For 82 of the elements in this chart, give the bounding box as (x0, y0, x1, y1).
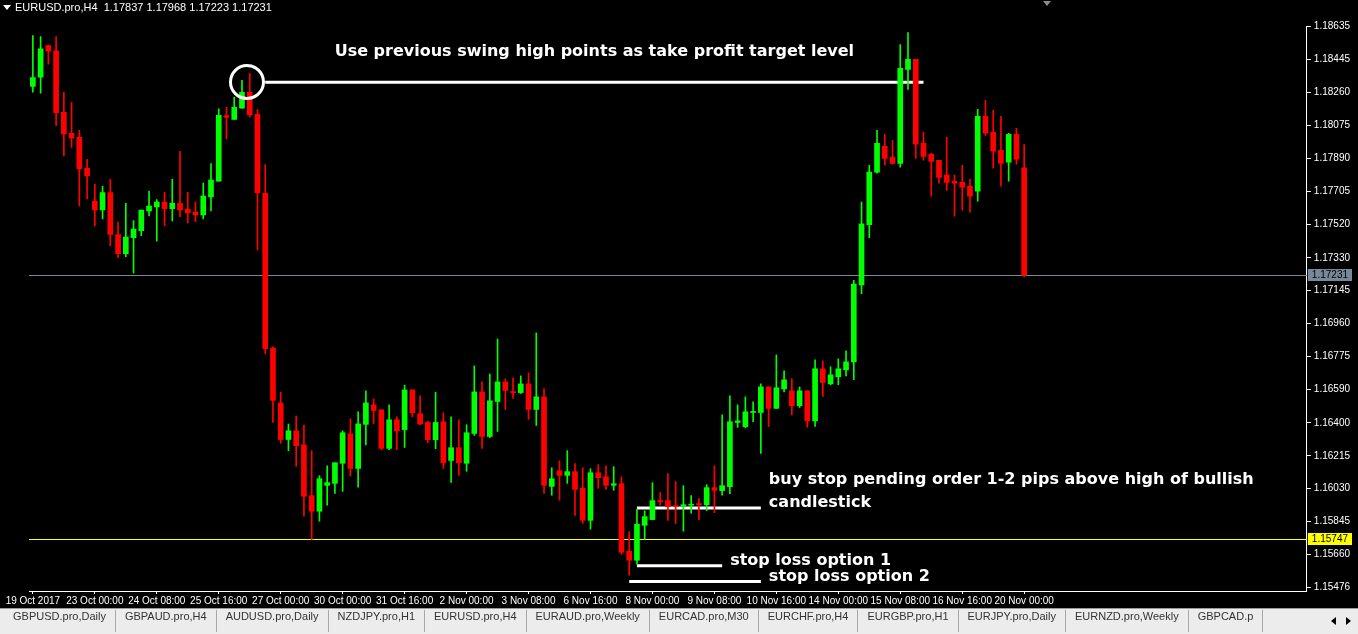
x-tick-label: 9 Nov 08:00 (687, 594, 742, 606)
y-tick-label: 1.16400 (1313, 416, 1351, 428)
y-tick-label: 1.16030 (1313, 482, 1351, 494)
y-tick-label: 1.16215 (1313, 449, 1351, 461)
text: EURNZD.pro,Weekly (1065, 610, 1189, 632)
text: GBPCAD.p (1188, 610, 1264, 632)
x-tick-label: 8 Nov 00:00 (625, 594, 680, 606)
candlestick (610, 466, 617, 491)
y-tick-label: 1.18075 (1313, 119, 1351, 131)
y-tick-label: 1.15476 (1313, 580, 1351, 592)
x-tick-label: 15 Nov 08:00 (870, 594, 931, 606)
y-tick-label: 1.16775 (1313, 350, 1351, 362)
ref-line-label: 1.15747 (1311, 533, 1349, 545)
y-tick-label: 1.15845 (1313, 515, 1351, 527)
candlestick (169, 178, 176, 222)
candlestick (153, 199, 160, 242)
candlestick (533, 332, 540, 426)
text: EURUSD.pro,H4 (425, 610, 527, 632)
series-label: Use previous swing high points as take profit target level (334, 41, 855, 61)
text: AUDUSD.pro,Daily (216, 610, 329, 632)
x-tick-label: 10 Nov 16:00 (746, 594, 807, 606)
candlestick (146, 190, 152, 217)
candlestick (308, 450, 315, 540)
y-tick-label: 1.17890 (1313, 152, 1351, 164)
x-tick-label: 16 Nov 16:00 (932, 594, 993, 606)
x-tick-label: 2 Nov 00:00 (439, 594, 494, 606)
y-tick-label: 1.17520 (1313, 217, 1351, 229)
candlestick (84, 158, 90, 200)
candlestick (595, 464, 602, 489)
y-tick-label: 1.18635 (1313, 19, 1351, 31)
y-tick-label: 1.15660 (1313, 548, 1351, 560)
text: EURGBP.pro,H1 (858, 610, 959, 632)
candlestick (657, 492, 664, 506)
text: GBPUSD.pro,Daily (4, 610, 116, 632)
x-tick-label: 30 Oct 00:00 (314, 594, 372, 606)
series-label: stop loss option 1 (730, 549, 892, 569)
ref-line-label: 1.17231 (1311, 269, 1349, 281)
candlestick (688, 495, 694, 514)
text: NZDJPY.pro,H1 (328, 610, 425, 632)
candlestick (750, 401, 756, 423)
candlestick (959, 164, 966, 211)
series-label: buy stop pending order 1-2 pips above high of bullish candlestick (768, 469, 1254, 512)
y-tick-label: 1.16590 (1313, 382, 1351, 394)
x-tick-label: 20 Nov 00:00 (994, 594, 1055, 606)
x-tick-label: 25 Oct 16:00 (190, 594, 248, 606)
y-tick-label: 1.17145 (1313, 284, 1351, 296)
candlestick (564, 450, 571, 484)
y-tick-label: 1.16960 (1313, 317, 1351, 329)
x-tick-label: 19 Oct 2017 (5, 594, 61, 606)
x-tick-label: 23 Oct 00:00 (66, 594, 124, 606)
candlestick (998, 116, 1004, 187)
text: EURCHF.pro,H4 (758, 610, 859, 632)
candlestick (943, 137, 950, 191)
x-tick-label: 31 Oct 16:00 (375, 594, 434, 606)
candlestick (665, 473, 671, 521)
candlestick (324, 465, 330, 506)
candlestick (928, 153, 935, 197)
x-tick-label: 14 Nov 00:00 (808, 594, 869, 606)
x-tick-label: 3 Nov 08:00 (501, 594, 556, 606)
text: EURCAD.pro,M30 (649, 610, 759, 632)
text: EURAUD.pro,Weekly (526, 610, 650, 632)
x-tick-label: 6 Nov 16:00 (563, 594, 618, 606)
candlestick (672, 481, 679, 524)
text: GBPAUD.pro,H4 (115, 610, 217, 632)
candlestick (30, 35, 36, 93)
candlestick (92, 183, 98, 227)
chart-title: EURUSD.pro,H4 1.17837 1.17968 1.17223 1.17231 (15, 1, 272, 14)
candlestick (510, 377, 516, 399)
y-tick-label: 1.17705 (1313, 184, 1351, 196)
candlestick (719, 414, 725, 496)
candlestick (184, 191, 191, 224)
y-tick-label: 1.17330 (1313, 251, 1351, 263)
x-tick-label: 27 Oct 00:00 (252, 594, 310, 606)
candlestick (696, 498, 702, 520)
y-tick-label: 1.18260 (1313, 86, 1351, 98)
candlestick (905, 32, 911, 90)
candlestick (448, 416, 454, 483)
text: EURJPY.pro,Daily (958, 610, 1066, 632)
x-tick-label: 24 Oct 08:00 (128, 594, 186, 606)
y-tick-label: 1.18445 (1313, 53, 1351, 65)
candlestick (177, 150, 183, 218)
candlestick (626, 531, 633, 576)
